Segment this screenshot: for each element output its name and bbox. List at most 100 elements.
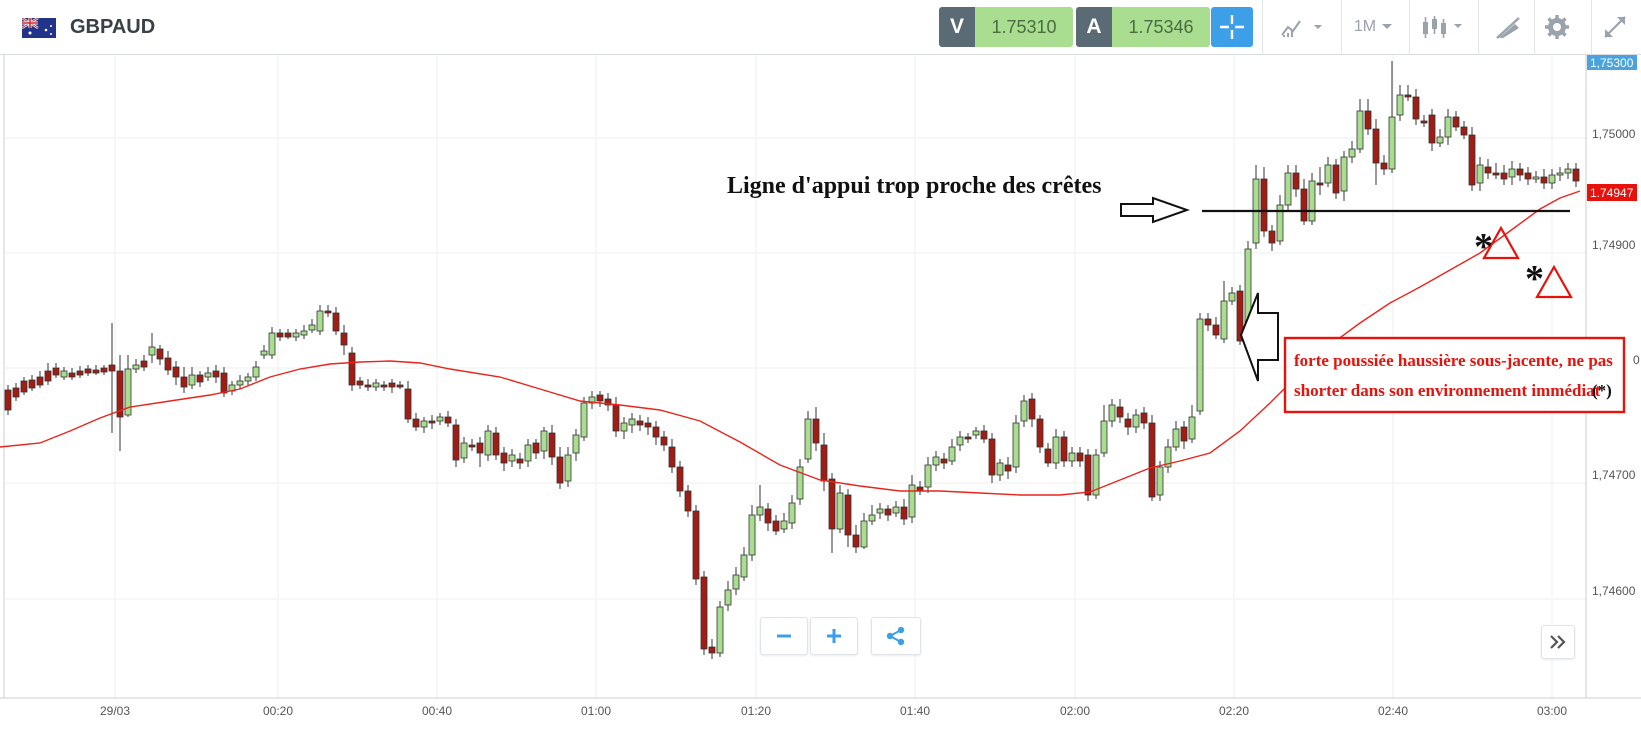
- candle-body: [1276, 204, 1284, 242]
- drawing-tools-button[interactable]: [1484, 8, 1532, 46]
- candle-body: [1044, 448, 1052, 464]
- candle-body: [220, 372, 228, 394]
- candle-body: [884, 508, 892, 516]
- candle-body: [1468, 134, 1476, 186]
- candle-body: [1076, 452, 1084, 462]
- candle-body: [1180, 426, 1188, 442]
- share-button[interactable]: [871, 617, 921, 655]
- candle-body: [164, 357, 172, 371]
- candle-body: [804, 418, 812, 460]
- candle-body: [1452, 116, 1460, 128]
- candle-body: [836, 492, 844, 530]
- candle-body: [708, 646, 716, 654]
- candle-body: [1220, 300, 1228, 340]
- zoom-in-button[interactable]: [810, 617, 858, 655]
- settings-button[interactable]: [1537, 8, 1577, 46]
- candle-body: [940, 458, 948, 464]
- candle-body: [596, 394, 604, 402]
- indicators-button[interactable]: [1272, 8, 1332, 46]
- candle-body: [1164, 446, 1172, 468]
- candle-body: [924, 464, 932, 488]
- candle-body: [668, 446, 676, 468]
- candle-body: [1148, 422, 1156, 498]
- candle-body: [1116, 406, 1124, 418]
- candle-body: [1028, 398, 1036, 420]
- fullscreen-icon: [1604, 16, 1626, 38]
- time-tick: 03:00: [1537, 704, 1567, 718]
- zoom-out-button[interactable]: [760, 617, 808, 655]
- candle-body: [516, 458, 524, 464]
- candle-body: [204, 372, 212, 378]
- candle-body: [932, 456, 940, 466]
- candle-body: [604, 398, 612, 406]
- candle-body: [444, 416, 452, 424]
- candle-body: [716, 606, 724, 654]
- candle-body: [252, 366, 260, 378]
- candle-body: [844, 494, 852, 536]
- callout-line-2: shorter dans son environnement immédiat: [1294, 381, 1601, 400]
- sell-quote-button[interactable]: V 1.75310: [939, 7, 1073, 47]
- candle-body: [1124, 418, 1132, 428]
- candle-body: [460, 442, 468, 459]
- candle-body: [1476, 164, 1484, 184]
- candle-body: [1572, 168, 1580, 182]
- time-tick: 29/03: [100, 704, 130, 718]
- candle-body: [1348, 148, 1356, 158]
- candle-body: [556, 456, 564, 484]
- candle-body: [428, 420, 436, 424]
- candle-body: [972, 430, 980, 436]
- candle-body: [1140, 412, 1148, 424]
- candle-body: [700, 576, 708, 650]
- candle-body: [356, 380, 364, 386]
- candle-body: [68, 372, 76, 378]
- candle-body: [500, 452, 508, 464]
- time-tick: 02:40: [1378, 704, 1408, 718]
- candle-body: [372, 382, 380, 388]
- time-tick: 01:00: [581, 704, 611, 718]
- candle-body: [412, 418, 420, 428]
- buy-quote-button[interactable]: A 1.75346: [1076, 7, 1210, 47]
- crosshair-button[interactable]: [1211, 7, 1253, 47]
- instrument-symbol[interactable]: GBPAUD: [70, 16, 156, 38]
- candle-body: [468, 444, 476, 448]
- callout-box: [1283, 336, 1626, 414]
- candle-body: [124, 368, 132, 416]
- candle-body: [316, 310, 324, 332]
- candle-body: [92, 369, 100, 374]
- candle-body: [860, 520, 868, 548]
- candle-body: [404, 388, 412, 420]
- candle-body: [892, 506, 900, 514]
- candle-body: [1036, 418, 1044, 448]
- candle-body: [1460, 126, 1468, 136]
- candle-body: [1540, 176, 1548, 184]
- candle-body: [268, 332, 276, 356]
- candle-body: [1100, 420, 1108, 454]
- candle-body: [1196, 318, 1204, 412]
- candle-body: [1532, 176, 1540, 180]
- buy-label: A: [1076, 7, 1112, 47]
- candle-body: [1380, 162, 1388, 170]
- candle-body: [196, 374, 204, 383]
- candle-body: [1188, 416, 1196, 440]
- candle-body: [732, 574, 740, 590]
- candle-body: [1228, 292, 1236, 302]
- candle-body: [1484, 166, 1492, 174]
- fullscreen-button[interactable]: [1594, 8, 1636, 46]
- candle-body: [172, 366, 180, 378]
- candle-body: [1372, 128, 1380, 164]
- chart-type-button[interactable]: [1414, 8, 1472, 46]
- candle-body: [1524, 172, 1532, 180]
- toolbar-separator: [1478, 0, 1479, 54]
- candle-body: [4, 389, 12, 411]
- candle-body: [540, 430, 548, 452]
- candle-body: [364, 384, 372, 388]
- candle-body: [244, 376, 252, 382]
- timeframe-dropdown[interactable]: 1M: [1346, 8, 1402, 46]
- candle-body: [1284, 172, 1292, 206]
- time-tick: 01:20: [741, 704, 771, 718]
- candle-body: [1516, 168, 1524, 176]
- candle-body: [260, 350, 268, 356]
- candle-body: [420, 420, 428, 428]
- scroll-to-latest-button[interactable]: [1541, 625, 1575, 659]
- candle-body: [636, 420, 644, 426]
